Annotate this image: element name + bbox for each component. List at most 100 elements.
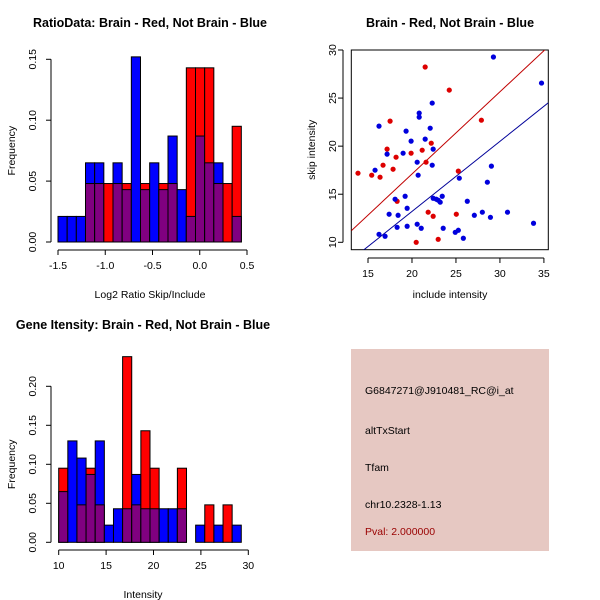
point-not-brain: [530, 220, 537, 226]
point-not-brain: [429, 100, 435, 106]
point-brain: [393, 154, 399, 160]
bar-brain-red: [185, 67, 196, 243]
gene-name: Tfam: [365, 462, 389, 474]
chart-title: Brain - Red, Not Brain - Blue: [366, 16, 534, 30]
point-not-brain: [484, 179, 490, 185]
chart-title: RatioData: Brain - Red, Not Brain - Blue: [33, 16, 267, 30]
bar-not-brain-blue: [75, 215, 86, 243]
point-not-brain: [460, 235, 466, 241]
point-not-brain: [392, 196, 398, 202]
x-tick-label: 35: [538, 268, 550, 280]
bar-overlap: [149, 508, 160, 543]
y-tick-label: 0.20: [27, 376, 39, 397]
y-axis-label: Frequency: [6, 439, 18, 489]
bar-not-brain-blue: [112, 508, 124, 543]
genomic-location: chr10.2328-1.13: [365, 499, 442, 511]
bar-overlap: [112, 183, 123, 243]
bar-overlap: [122, 508, 133, 543]
y-tick-label: 10: [327, 236, 339, 248]
x-tick-label: 20: [406, 268, 418, 280]
point-brain: [425, 209, 431, 215]
bar-overlap: [158, 189, 169, 243]
point-not-brain: [404, 223, 410, 229]
point-brain: [435, 236, 441, 242]
x-tick-label: 0.5: [240, 260, 255, 272]
y-tick-label: 0.15: [27, 49, 39, 70]
chart-title: Gene Itensity: Brain - Red, Not Brain - …: [16, 318, 270, 332]
bar-overlap: [58, 491, 69, 543]
point-brain: [408, 150, 414, 156]
x-axis-label: include intensity: [413, 289, 488, 301]
point-not-brain: [416, 110, 422, 116]
point-brain: [377, 174, 383, 180]
bar-overlap: [76, 504, 87, 543]
point-not-brain: [471, 212, 477, 218]
point-not-brain: [394, 224, 400, 230]
point-not-brain: [404, 205, 410, 211]
bar-overlap: [185, 215, 196, 243]
bar-not-brain-blue: [213, 524, 224, 543]
x-tick-label: 15: [100, 560, 112, 572]
point-brain: [390, 166, 396, 172]
bar-overlap: [121, 189, 132, 243]
bar-not-brain-blue: [67, 440, 78, 543]
bar-not-brain-blue: [195, 524, 206, 543]
point-not-brain: [403, 128, 409, 134]
point-not-brain: [487, 214, 494, 220]
y-tick-label: 0.10: [27, 454, 39, 475]
info-panel: G6847271@J910481_RC@i_at altTxStart Tfam…: [351, 349, 549, 551]
bar-not-brain-blue: [57, 215, 68, 243]
x-axis-label: Intensity: [123, 589, 163, 600]
point-brain: [387, 118, 393, 124]
y-tick-label: 0.15: [27, 415, 39, 436]
y-axis-label: Frequency: [6, 125, 18, 175]
plot-box: [350, 49, 549, 251]
bar-overlap: [94, 504, 105, 543]
bar-overlap: [167, 183, 178, 243]
point-not-brain: [439, 193, 445, 199]
bar-not-brain-blue: [158, 508, 169, 543]
pval-text: Pval: 2.000000: [365, 526, 436, 538]
point-brain: [453, 211, 459, 217]
point-brain: [419, 147, 425, 153]
x-tick-label: -0.5: [143, 260, 161, 272]
point-brain: [430, 213, 436, 219]
x-tick-label: 25: [450, 268, 462, 280]
point-not-brain: [400, 150, 406, 156]
y-tick-label: 0.05: [27, 493, 39, 514]
bar-overlap: [194, 135, 206, 243]
point-brain: [478, 117, 484, 123]
bar-overlap: [213, 183, 224, 243]
bar-not-brain-blue: [103, 524, 114, 543]
bar-overlap: [176, 508, 188, 543]
point-brain: [413, 239, 419, 245]
x-tick-label: 25: [195, 560, 207, 572]
y-axis-label: skip intensity: [306, 119, 318, 180]
bar-not-brain-blue: [167, 508, 178, 543]
bar-brain-red: [204, 504, 215, 543]
x-tick-label: 10: [53, 560, 65, 572]
point-not-brain: [376, 231, 382, 237]
x-tick-label: 30: [494, 268, 506, 280]
point-brain: [380, 162, 386, 168]
bar-not-brain-blue: [149, 162, 160, 243]
point-not-brain: [416, 114, 422, 120]
point-not-brain: [429, 162, 435, 168]
point-not-brain: [437, 199, 443, 205]
point-not-brain: [414, 221, 420, 227]
y-tick-label: 0.00: [27, 532, 39, 553]
point-not-brain: [440, 225, 446, 231]
y-tick-label: 0.10: [27, 110, 39, 131]
point-not-brain: [464, 198, 470, 204]
point-not-brain: [455, 227, 461, 233]
point-brain: [355, 170, 361, 176]
point-not-brain: [376, 123, 382, 129]
bar-not-brain-blue: [130, 56, 141, 243]
probe-id: G6847271@J910481_RC@i_at: [365, 385, 514, 397]
point-not-brain: [422, 136, 428, 142]
point-not-brain: [402, 193, 408, 199]
y-tick-label: 25: [327, 92, 339, 104]
bar-overlap: [139, 189, 151, 243]
point-brain: [423, 159, 429, 165]
